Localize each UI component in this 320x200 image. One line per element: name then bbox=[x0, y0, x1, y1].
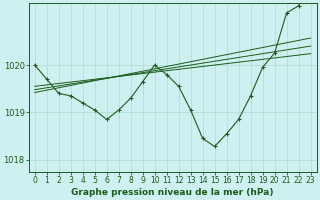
X-axis label: Graphe pression niveau de la mer (hPa): Graphe pression niveau de la mer (hPa) bbox=[71, 188, 274, 197]
